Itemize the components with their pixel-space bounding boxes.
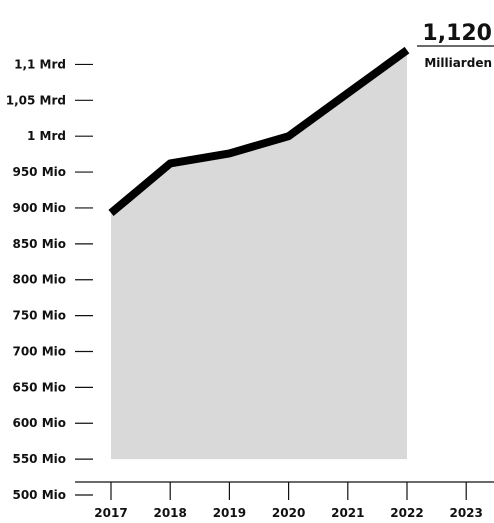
x-tick-label: 2022 <box>390 506 423 520</box>
y-tick-label: 650 Mio <box>12 380 66 394</box>
x-tick-label: 2019 <box>213 506 246 520</box>
series-line <box>108 46 410 217</box>
y-tick-label: 1,05 Mrd <box>6 93 66 107</box>
x-tick-label: 2020 <box>272 506 305 520</box>
y-tick-label: 600 Mio <box>12 416 66 430</box>
y-tick-label: 1 Mrd <box>27 129 66 143</box>
y-tick-label: 700 Mio <box>12 344 66 358</box>
y-tick-label: 800 Mio <box>12 273 66 287</box>
x-tick-label: 2018 <box>153 506 186 520</box>
y-tick-label: 900 Mio <box>12 201 66 215</box>
area-fill <box>111 50 407 460</box>
x-tick-label: 2017 <box>94 506 127 520</box>
value-callout: 1,120 Milliarden <box>417 21 494 70</box>
y-tick-label: 950 Mio <box>12 165 66 179</box>
y-axis: 500 Mio 550 Mio 600 Mio 650 Mio 700 Mio 750 M… <box>6 57 93 502</box>
y-tick-label: 750 Mio <box>12 309 66 323</box>
x-tick-label: 2021 <box>331 506 364 520</box>
callout-value: 1,120 <box>422 21 492 46</box>
x-tick-label: 2023 <box>449 506 482 520</box>
y-tick-label: 550 Mio <box>12 452 66 466</box>
y-tick-label: 850 Mio <box>12 237 66 251</box>
y-tick-label: 1,1 Mrd <box>14 57 66 71</box>
y-tick-label: 500 Mio <box>12 488 66 502</box>
x-axis: 2017 2018 2019 2020 2021 2022 2023 <box>75 481 494 520</box>
callout-unit: Milliarden <box>424 56 492 70</box>
